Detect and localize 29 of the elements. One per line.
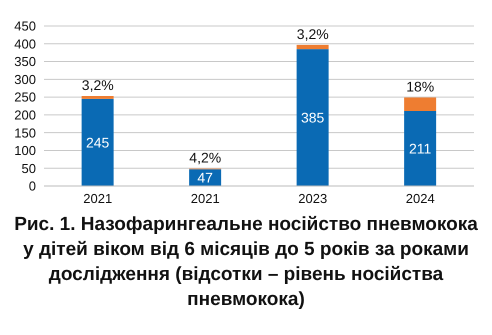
text: Рис. 1. Назофарингеальне носійство пневмокока у дітей віком від 6 місяців до 5 років за роками дослідження (відсотки – рівень носійства пневмокока) [13,213,479,312]
data-label: 211 [408,140,432,156]
y-tick-label: 450 [14,18,36,34]
x-tick-label: 2021 [83,191,112,206]
bar [296,44,329,50]
x-tick-label: 2023 [298,191,328,206]
data-label: 47 [197,170,214,186]
y-tick-label: 350 [14,54,36,70]
annotation: 18% [406,78,434,94]
data-label: 245 [86,134,110,150]
x-tick-label: 2021 [190,191,220,206]
y-tick-label: 0 [28,178,36,194]
bar [82,98,114,186]
y-tick-label: 150 [14,125,36,140]
annotation: 4,2% [189,150,222,166]
y-tick-label: 200 [14,108,36,123]
y-tick-label: 100 [14,143,36,158]
data-label: 385 [300,110,325,126]
y-tick-label: 250 [14,90,36,105]
bar [82,96,114,99]
x-tick-label: 2024 [406,191,435,206]
bar [404,97,436,111]
bar [296,49,329,186]
y-tick-label: 50 [22,160,36,176]
annotation: 3,2% [82,77,114,94]
y-tick-label: 300 [14,72,36,87]
bar [404,110,436,186]
y-tick-label: 400 [14,36,36,52]
annotation: 3,2% [296,26,329,42]
